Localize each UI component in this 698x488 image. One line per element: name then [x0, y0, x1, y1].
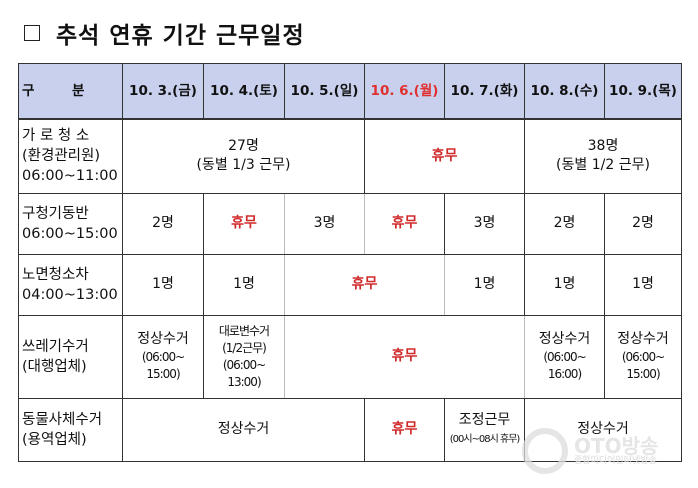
row-label: 동물사체수거 (용역업체)	[18, 397, 123, 462]
cell: 1명	[524, 253, 605, 316]
cell: 3명	[284, 192, 365, 255]
cell-rest: 휴무	[284, 314, 525, 399]
row-label: 구청기동반 06:00~15:00	[18, 192, 123, 255]
cell: 정상수거 (06:00~ 16:00)	[524, 314, 605, 399]
header-date: 10. 9.(목)	[604, 63, 682, 120]
row-label: 노면청소차 04:00~13:00	[18, 253, 123, 316]
watermark-logo: OTO방송 종합미디어인터넷방송	[522, 428, 658, 474]
header-date: 10. 3.(금)	[122, 63, 204, 120]
cell: 2명	[604, 192, 682, 255]
title-text: 추석 연휴 기간 근무일정	[56, 23, 305, 49]
row-label: 가 로 청 소 (환경관리원) 06:00~11:00	[18, 118, 123, 194]
page-title: 추석 연휴 기간 근무일정	[24, 16, 305, 50]
cell: 1명	[122, 253, 204, 316]
cell: 1명	[444, 253, 525, 316]
cell-rest: 휴무	[364, 192, 445, 255]
header-date: 10. 7.(화)	[444, 63, 525, 120]
cell: 조정근무 (00시~08시 휴무)	[444, 397, 525, 462]
cell-rest: 휴무	[203, 192, 285, 255]
cell: 27명 (동별 1/3 근무)	[122, 118, 365, 194]
cell: 2명	[524, 192, 605, 255]
cell-rest: 휴무	[364, 397, 445, 462]
cell: 정상수거 (06:00~ 15:00)	[604, 314, 682, 399]
cell-rest: 휴무	[364, 118, 525, 194]
cell: 3명	[444, 192, 525, 255]
table-row: 노면청소차 04:00~13:00 1명 1명 휴무 1명 1명 1명	[18, 253, 682, 316]
header-category: 구 분	[18, 63, 123, 120]
watermark-tagline: 종합미디어인터넷방송	[574, 455, 657, 466]
cell: 1명	[604, 253, 682, 316]
watermark-brand: OTO방송	[574, 433, 659, 458]
header-date: 10. 4.(토)	[203, 63, 285, 120]
header-date: 10. 8.(수)	[524, 63, 605, 120]
cell: 정상수거	[122, 397, 365, 462]
table-row: 동물사체수거 (용역업체) 정상수거 휴무 조정근무 (00시~08시 휴무) 정상…	[18, 397, 682, 462]
checkbox-square-icon	[24, 25, 40, 41]
table-row: 쓰레기수거 (대행업체) 정상수거 (06:00~ 15:00) 대로변수거 (1/2근…	[18, 314, 682, 399]
cell: 2명	[122, 192, 204, 255]
cell: 대로변수거 (1/2근무) (06:00~ 13:00)	[203, 314, 285, 399]
cell: 38명 (동별 1/2 근무)	[524, 118, 682, 194]
header-date-holiday: 10. 6.(월)	[364, 63, 445, 120]
cell: 정상수거 (06:00~ 15:00)	[122, 314, 204, 399]
logo-rings-icon	[522, 428, 568, 474]
header-date: 10. 5.(일)	[284, 63, 365, 120]
row-label: 쓰레기수거 (대행업체)	[18, 314, 123, 399]
cell-rest: 휴무	[284, 253, 445, 316]
header-row: 구 분 10. 3.(금) 10. 4.(토) 10. 5.(일) 10. 6.…	[18, 63, 682, 120]
schedule-table: 구 분 10. 3.(금) 10. 4.(토) 10. 5.(일) 10. 6.…	[18, 63, 682, 462]
cell: 1명	[203, 253, 285, 316]
table-row: 구청기동반 06:00~15:00 2명 휴무 3명 휴무 3명 2명 2명	[18, 192, 682, 255]
table-row: 가 로 청 소 (환경관리원) 06:00~11:00 27명 (동별 1/3 근무)…	[18, 118, 682, 194]
